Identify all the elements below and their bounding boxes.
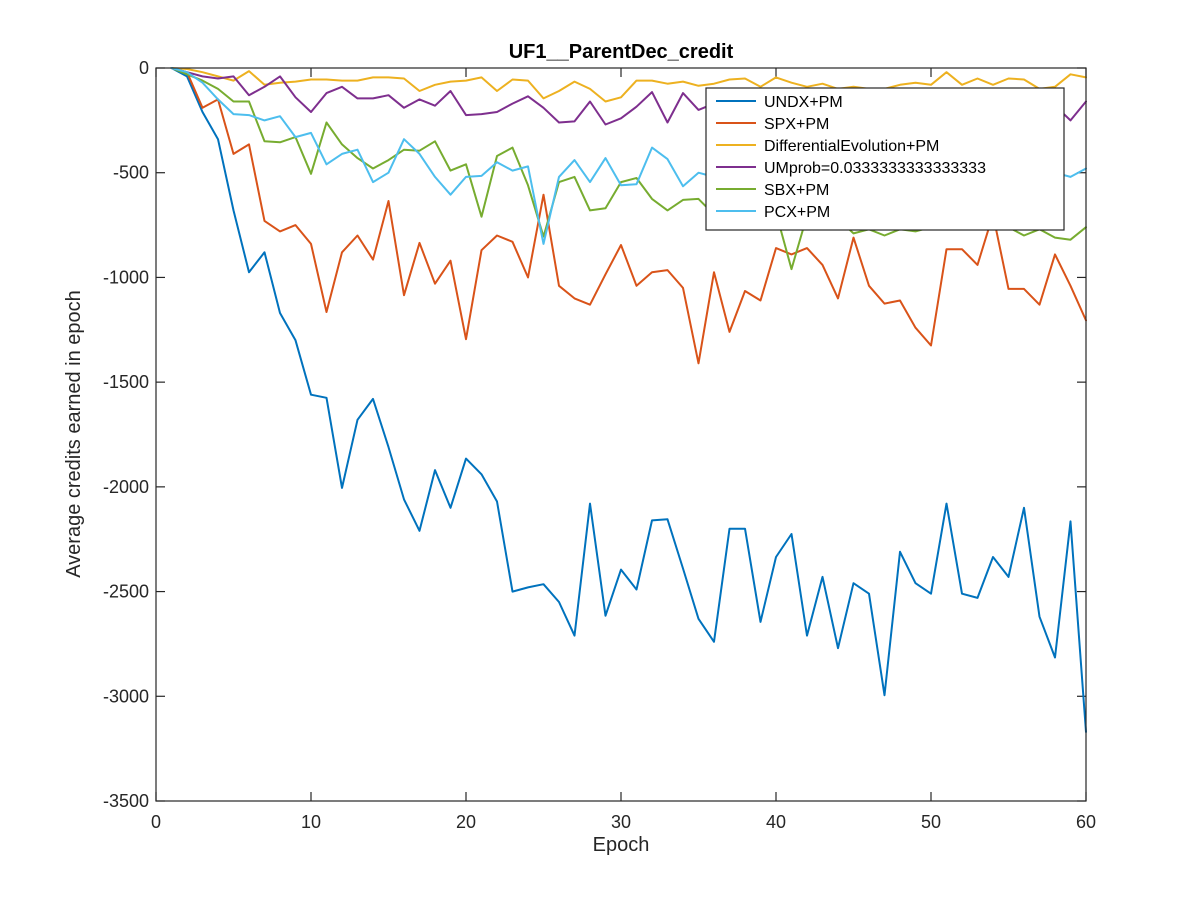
legend-label: SBX+PM [764, 182, 829, 199]
y-tick-label: -3500 [103, 791, 149, 811]
y-tick-label: -2000 [103, 477, 149, 497]
series-line-0 [170, 67, 1087, 733]
axis-ticks: 0 10 20 30 40 50 60 0 -500 -1000 -1500 -2000 -2500 -3… [103, 58, 1096, 832]
x-tick-label: 0 [151, 812, 161, 832]
x-tick-label: 30 [611, 812, 631, 832]
x-tick-label: 40 [766, 812, 786, 832]
legend: UNDX+PM SPX+PM DifferentialEvolution+PM UMp… [705, 87, 1065, 231]
legend-label: UMprob=0.0333333333333333 [764, 160, 986, 177]
y-tick-label: -1000 [103, 267, 149, 287]
legend-label: PCX+PM [764, 204, 830, 221]
y-tick-label: -2500 [103, 582, 149, 602]
y-tick-label: 0 [139, 58, 149, 78]
x-tick-label: 50 [921, 812, 941, 832]
plot-frame [155, 67, 1087, 802]
y-axis-label: Average credits earned in epoch [63, 290, 85, 578]
y-tick-label: -3000 [103, 686, 149, 706]
x-tick-label: 10 [301, 812, 321, 832]
chart-title: UF1__ParentDec_credit [509, 41, 734, 63]
legend-label: SPX+PM [764, 116, 829, 133]
x-tick-label: 60 [1076, 812, 1096, 832]
legend-label: UNDX+PM [764, 94, 843, 111]
series-line-2 [170, 67, 1087, 103]
y-tick-label: -500 [113, 163, 149, 183]
legend-label: DifferentialEvolution+PM [764, 138, 939, 155]
x-tick-label: 20 [456, 812, 476, 832]
series-line-1 [170, 67, 1087, 365]
legend-box [705, 87, 1065, 231]
x-axis-label: Epoch [593, 834, 650, 856]
y-tick-label: -1500 [103, 372, 149, 392]
